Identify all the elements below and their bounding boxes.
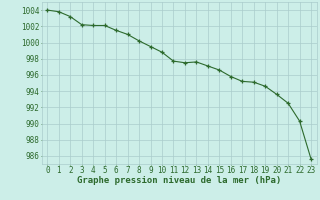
X-axis label: Graphe pression niveau de la mer (hPa): Graphe pression niveau de la mer (hPa) [77, 176, 281, 185]
